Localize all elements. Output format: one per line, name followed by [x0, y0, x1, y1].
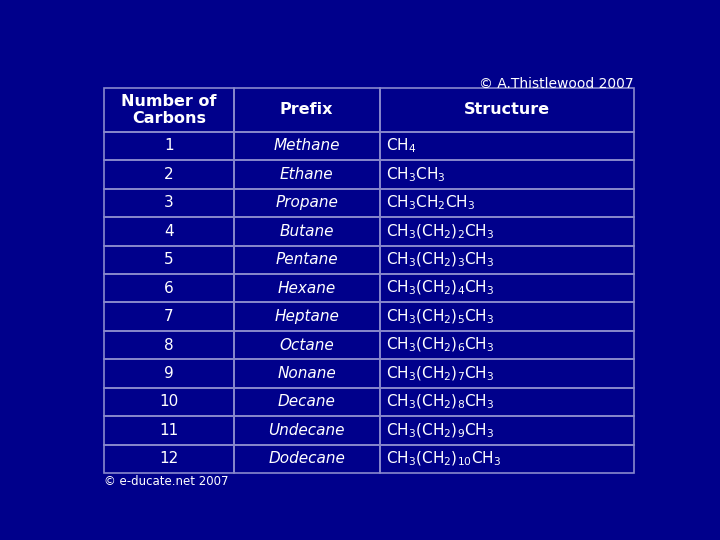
Text: © A.Thistlewood 2007: © A.Thistlewood 2007	[480, 77, 634, 90]
Bar	[379, 217, 634, 246]
Text: 11: 11	[159, 423, 179, 438]
Bar	[379, 416, 634, 444]
Bar	[104, 331, 234, 359]
Text: 6: 6	[164, 281, 174, 296]
Bar	[104, 444, 234, 473]
Text: 1: 1	[164, 138, 174, 153]
Bar	[234, 331, 379, 359]
Text: Ethane: Ethane	[280, 167, 333, 182]
Text: Butane: Butane	[279, 224, 334, 239]
Text: 4: 4	[164, 224, 174, 239]
Text: Undecane: Undecane	[269, 423, 345, 438]
Bar	[379, 132, 634, 160]
Bar	[234, 246, 379, 274]
Text: Decane: Decane	[278, 395, 336, 409]
Bar	[234, 444, 379, 473]
Text: Prefix: Prefix	[280, 102, 333, 117]
Text: CH$_3$(CH$_2$)$_3$CH$_3$: CH$_3$(CH$_2$)$_3$CH$_3$	[387, 251, 495, 269]
Bar	[234, 132, 379, 160]
Bar	[379, 388, 634, 416]
Bar	[379, 160, 634, 188]
Text: 2: 2	[164, 167, 174, 182]
Bar	[379, 359, 634, 388]
Bar	[379, 274, 634, 302]
Bar	[379, 331, 634, 359]
Bar	[104, 132, 234, 160]
Bar	[104, 160, 234, 188]
Bar	[379, 246, 634, 274]
Text: Structure: Structure	[464, 102, 550, 117]
Text: Octane: Octane	[279, 338, 334, 353]
Text: Hexane: Hexane	[278, 281, 336, 296]
Bar	[104, 302, 234, 331]
Text: Number of
Carbons: Number of Carbons	[121, 93, 217, 126]
Text: CH$_3$(CH$_2$)$_2$CH$_3$: CH$_3$(CH$_2$)$_2$CH$_3$	[387, 222, 495, 240]
Text: Nonane: Nonane	[277, 366, 336, 381]
Text: CH$_3$CH$_2$CH$_3$: CH$_3$CH$_2$CH$_3$	[387, 193, 475, 212]
Bar	[104, 217, 234, 246]
Bar	[379, 188, 634, 217]
Bar	[234, 188, 379, 217]
Text: 12: 12	[159, 451, 179, 467]
Text: Propane: Propane	[275, 195, 338, 211]
Bar	[104, 188, 234, 217]
Bar	[104, 87, 234, 132]
Bar	[104, 246, 234, 274]
Text: CH$_3$CH$_3$: CH$_3$CH$_3$	[387, 165, 446, 184]
Bar	[379, 87, 634, 132]
Bar	[104, 359, 234, 388]
Bar	[104, 416, 234, 444]
Bar	[104, 388, 234, 416]
Bar	[104, 274, 234, 302]
Text: Methane: Methane	[274, 138, 340, 153]
Text: 5: 5	[164, 252, 174, 267]
Text: Heptane: Heptane	[274, 309, 339, 324]
Bar	[379, 302, 634, 331]
Text: CH$_3$(CH$_2$)$_5$CH$_3$: CH$_3$(CH$_2$)$_5$CH$_3$	[387, 307, 495, 326]
Text: CH$_4$: CH$_4$	[387, 137, 417, 156]
Text: © e-ducate.net 2007: © e-ducate.net 2007	[104, 475, 228, 488]
Text: CH$_3$(CH$_2$)$_7$CH$_3$: CH$_3$(CH$_2$)$_7$CH$_3$	[387, 364, 495, 383]
Text: CH$_3$(CH$_2$)$_{10}$CH$_3$: CH$_3$(CH$_2$)$_{10}$CH$_3$	[387, 450, 502, 468]
Text: 8: 8	[164, 338, 174, 353]
Text: CH$_3$(CH$_2$)$_4$CH$_3$: CH$_3$(CH$_2$)$_4$CH$_3$	[387, 279, 495, 298]
Bar	[234, 302, 379, 331]
Text: 3: 3	[164, 195, 174, 211]
Text: 10: 10	[159, 395, 179, 409]
Text: 7: 7	[164, 309, 174, 324]
Bar	[234, 416, 379, 444]
Bar	[234, 87, 379, 132]
Text: Pentane: Pentane	[276, 252, 338, 267]
Bar	[234, 274, 379, 302]
Text: 9: 9	[164, 366, 174, 381]
Bar	[234, 217, 379, 246]
Text: CH$_3$(CH$_2$)$_6$CH$_3$: CH$_3$(CH$_2$)$_6$CH$_3$	[387, 336, 495, 354]
Bar	[234, 388, 379, 416]
Text: Dodecane: Dodecane	[269, 451, 345, 467]
Text: CH$_3$(CH$_2$)$_9$CH$_3$: CH$_3$(CH$_2$)$_9$CH$_3$	[387, 421, 495, 440]
Text: CH$_3$(CH$_2$)$_8$CH$_3$: CH$_3$(CH$_2$)$_8$CH$_3$	[387, 393, 495, 411]
Bar	[234, 160, 379, 188]
Bar	[234, 359, 379, 388]
Bar	[379, 444, 634, 473]
